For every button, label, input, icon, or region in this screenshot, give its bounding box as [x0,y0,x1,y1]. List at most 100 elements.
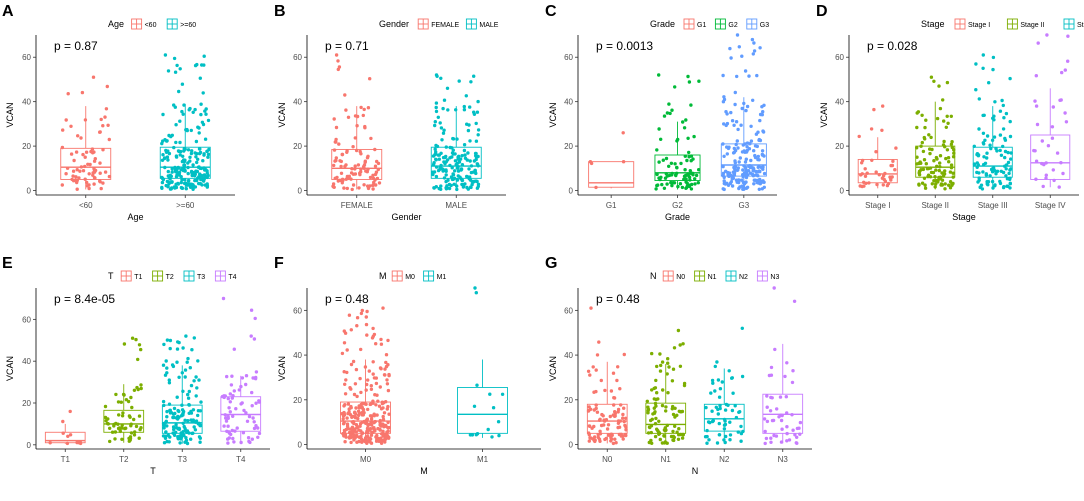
x-axis-title: Grade [665,212,690,222]
data-point [610,433,614,437]
data-point [459,167,464,171]
data-point [986,183,990,187]
data-point [734,415,739,420]
data-point [333,159,337,163]
data-point [460,178,465,183]
data-point [722,423,727,427]
data-point [663,426,667,430]
data-point [940,171,944,175]
data-point [986,180,991,184]
data-point [345,348,349,352]
data-point [366,378,370,382]
data-point [765,394,769,398]
data-point [611,413,615,417]
data-point [938,161,942,165]
data-point [186,179,191,183]
data-point [708,420,712,425]
data-point [924,118,928,122]
data-point [742,149,746,153]
data-point [353,167,357,171]
data-point [455,178,460,182]
legend-label: MALE [479,22,498,29]
data-point [1004,111,1009,116]
data-point [363,159,367,163]
data-point [349,404,353,409]
data-point [98,161,102,165]
legend-title: Stage [921,19,945,29]
data-point [732,165,736,170]
data-point [442,128,446,132]
data-point [120,414,125,418]
data-point [169,134,173,139]
data-point [947,160,951,164]
data-point [671,434,676,439]
data-point [69,124,73,128]
data-point [177,149,181,154]
data-point [372,426,376,430]
data-point [160,186,164,190]
data-point [127,439,131,443]
data-point [190,173,194,178]
data-point [470,182,474,187]
data-point [595,353,600,357]
box-group: Stage IV [1030,33,1071,210]
data-point [186,392,190,397]
data-point [379,337,383,342]
data-point [226,396,230,401]
box [457,387,508,434]
data-point [367,369,371,373]
data-point [769,436,773,440]
data-point [600,412,604,417]
data-point [932,79,936,84]
data-point [992,135,997,139]
data-point [378,427,382,432]
legend: N N0 N1 N2 N3 [650,270,779,282]
data-point [194,394,198,398]
box-group: T3 [161,334,203,464]
data-point [975,165,979,169]
legend-title: N [650,271,657,281]
y-tick-label: 20 [293,142,302,151]
data-point [457,160,462,164]
data-point [793,433,797,437]
data-point [692,134,696,139]
data-point [472,110,476,114]
data-point [101,181,105,185]
data-point [381,306,385,310]
data-point [759,165,764,170]
data-point [983,138,987,142]
data-point [703,435,708,439]
data-point [350,187,354,192]
data-point [354,406,358,410]
data-point [662,434,666,438]
data-point [383,436,388,440]
data-point [337,142,341,146]
data-point [375,413,379,417]
data-point [941,174,946,178]
data-point [340,351,345,356]
data-point [730,119,735,123]
p-value: p = 0.028 [867,39,918,53]
data-point [167,378,171,382]
data-point [737,410,741,414]
data-point [165,155,170,159]
data-point [366,106,371,110]
data-point [357,428,361,432]
data-point [74,150,79,154]
data-point [74,175,78,179]
y-tick-label: 20 [564,142,573,151]
data-point [757,138,761,142]
data-point [762,180,766,184]
data-point [923,186,928,190]
data-point [344,427,348,432]
data-point [594,185,598,190]
data-point [369,387,374,391]
data-point [110,430,115,434]
data-point [655,183,659,188]
data-point [450,155,454,159]
data-point [103,115,107,119]
data-point [713,364,717,369]
data-point [446,178,450,182]
data-point [751,98,755,103]
data-point [432,170,437,174]
